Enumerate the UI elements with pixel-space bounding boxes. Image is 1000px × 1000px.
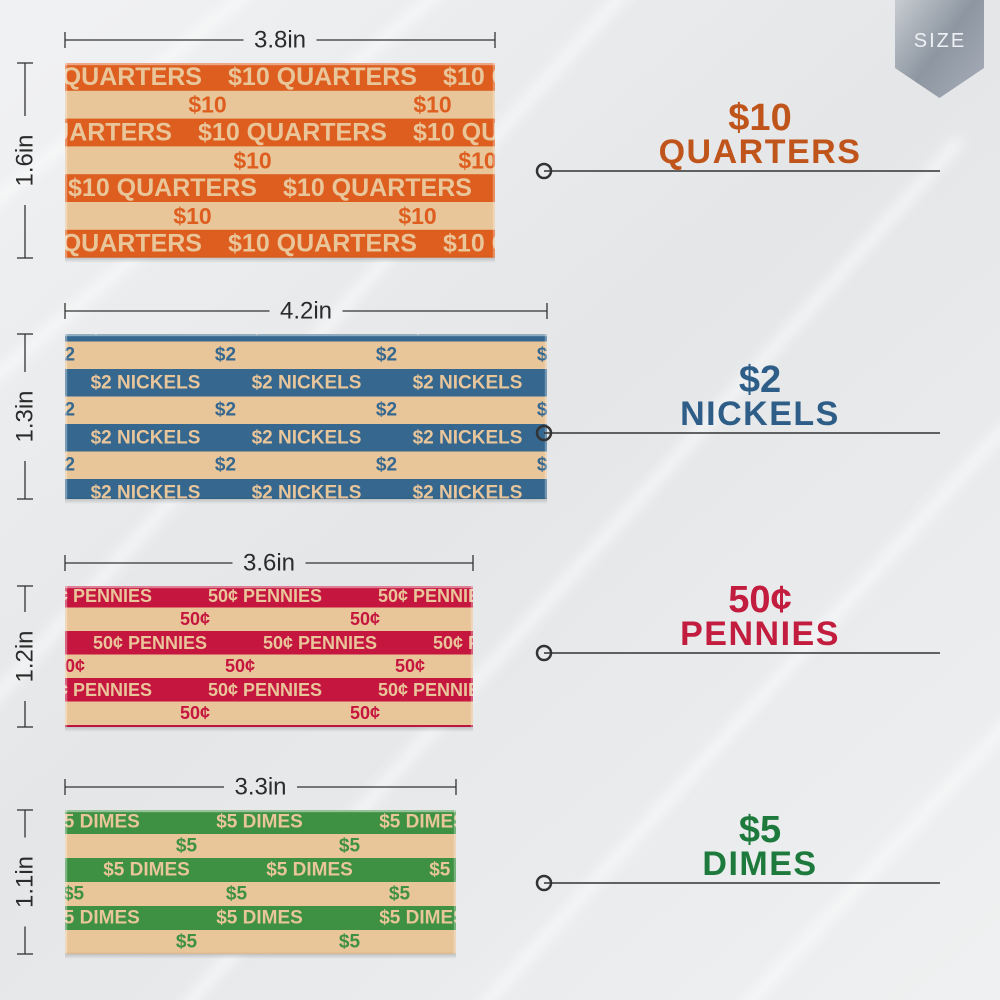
svg-text:DIMES: DIMES <box>702 845 817 883</box>
svg-text:PENNIES: PENNIES <box>680 615 840 653</box>
svg-text:QUARTERS: QUARTERS <box>659 133 862 171</box>
svg-text:NICKELS: NICKELS <box>680 395 840 433</box>
